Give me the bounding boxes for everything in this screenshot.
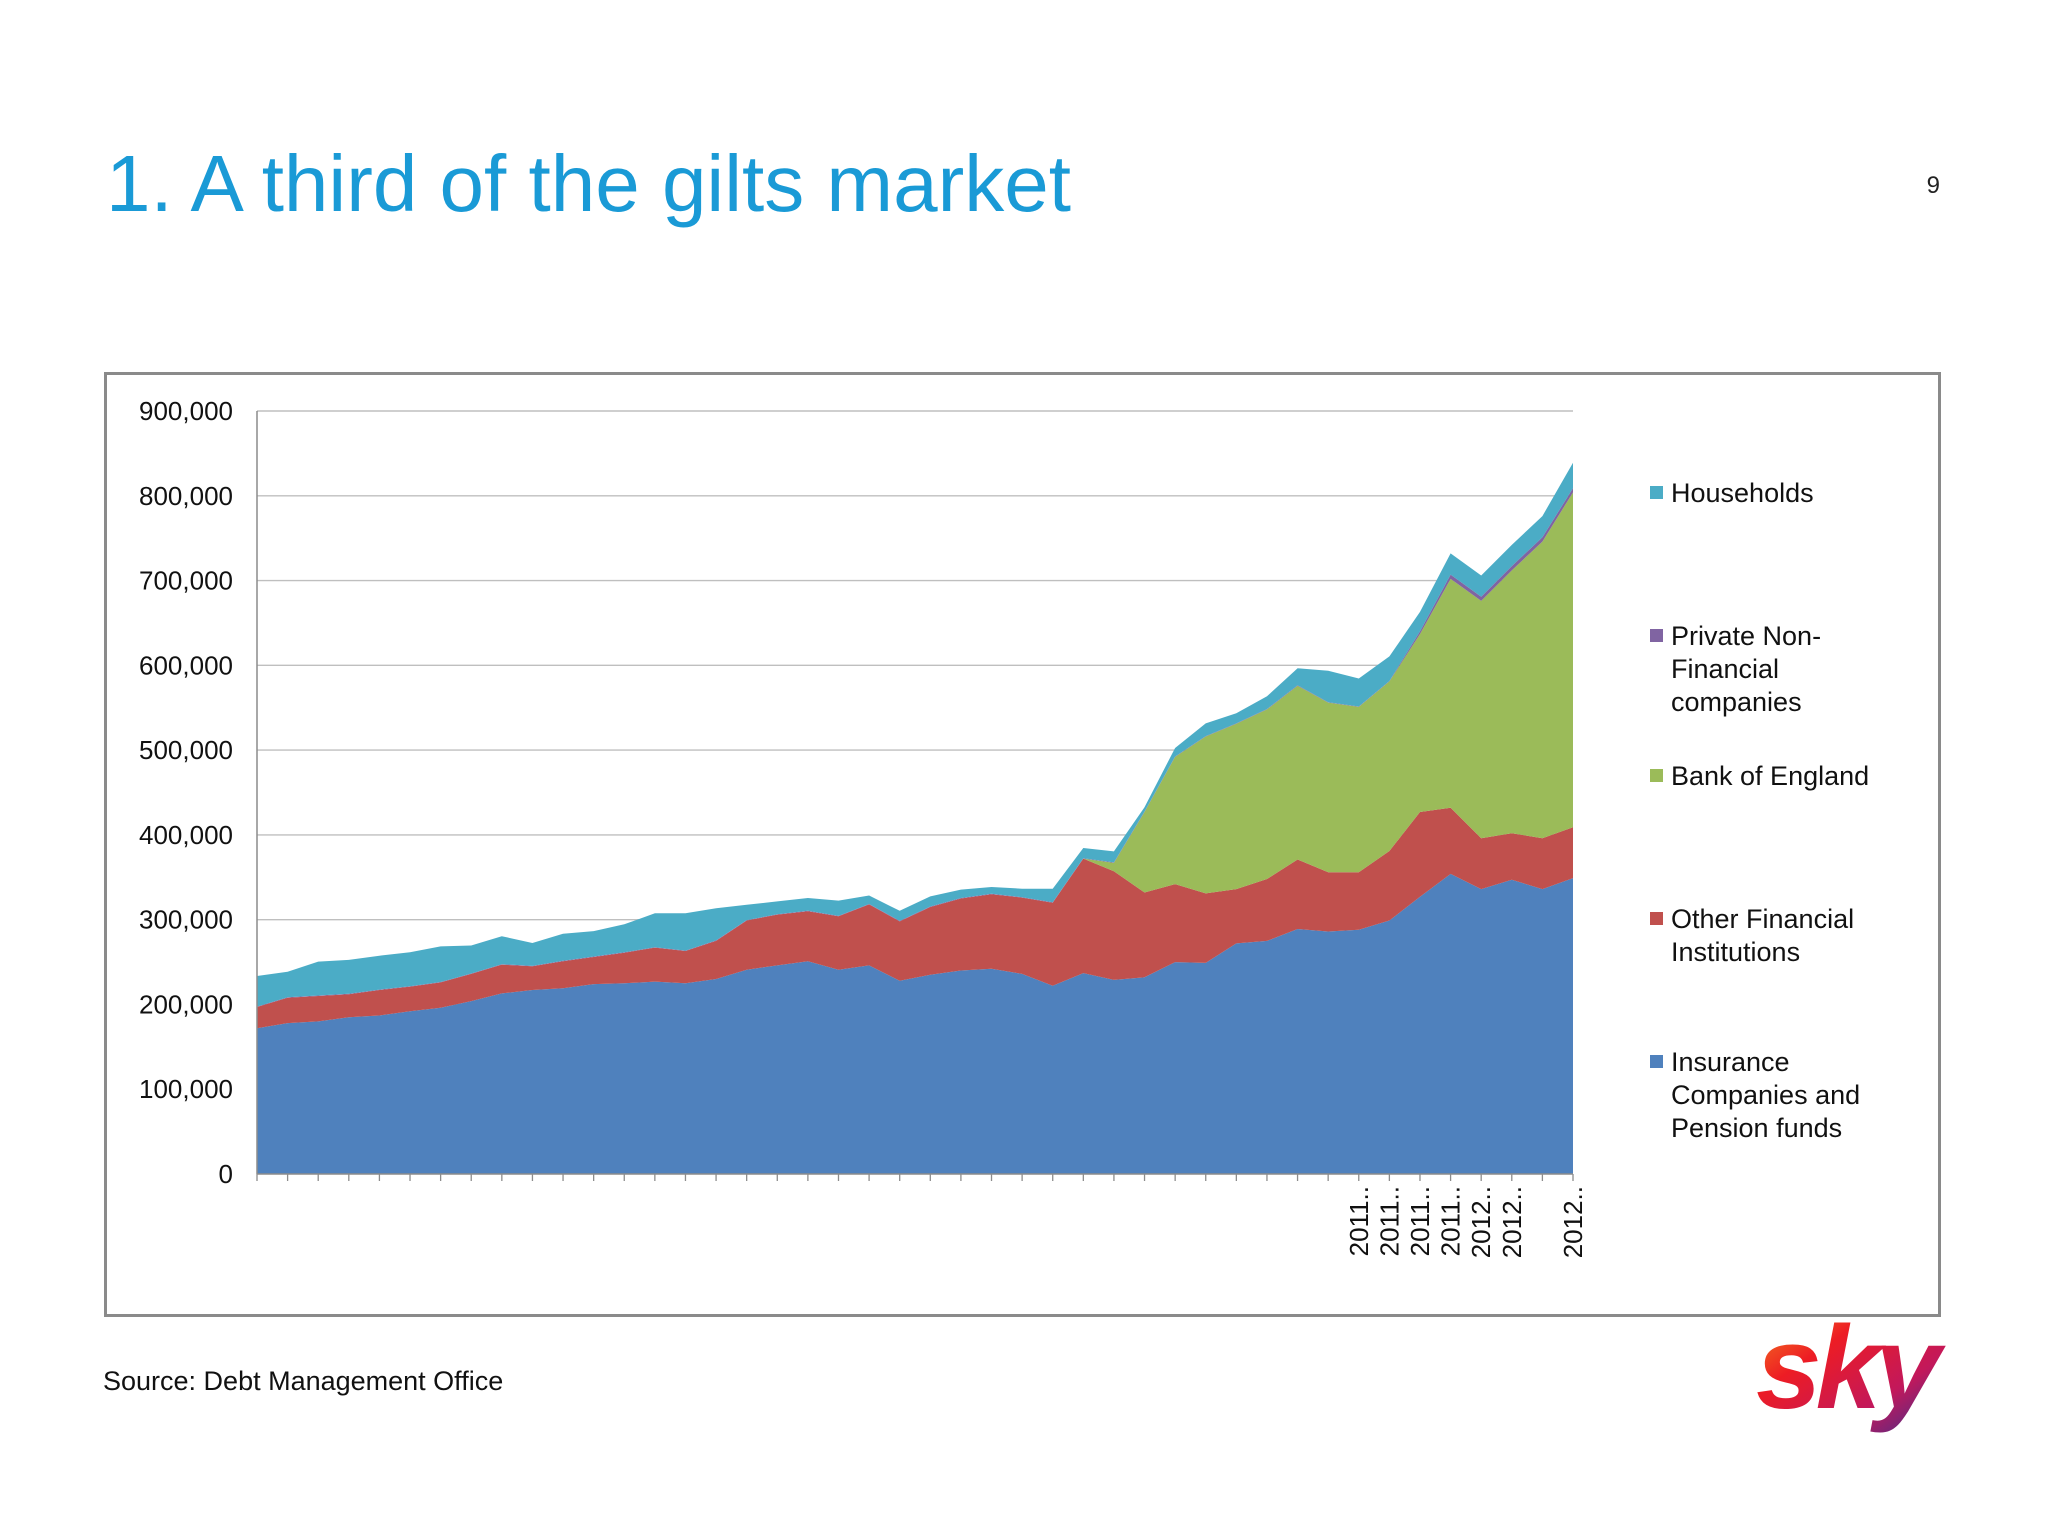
y-tick-label: 300,000 bbox=[139, 905, 233, 935]
legend-label: Households bbox=[1671, 478, 1814, 508]
legend-swatch bbox=[1650, 1055, 1663, 1068]
x-tick-label: 2012.. bbox=[1497, 1186, 1527, 1258]
legend-label: Pension funds bbox=[1671, 1113, 1842, 1143]
y-tick-label: 100,000 bbox=[139, 1074, 233, 1104]
y-tick-label: 700,000 bbox=[139, 566, 233, 596]
x-tick-label: 2011.. bbox=[1436, 1186, 1466, 1256]
legend-swatch bbox=[1650, 486, 1663, 499]
y-tick-label: 200,000 bbox=[139, 989, 233, 1019]
legend-label: Bank of England bbox=[1671, 761, 1869, 791]
y-tick-label: 0 bbox=[219, 1159, 233, 1189]
x-tick-label: 2011.. bbox=[1344, 1186, 1374, 1256]
page-number: 9 bbox=[1926, 172, 1940, 199]
gilts-holdings-chart: 0 100,000 200,000 300,000 400,000 500,000 600,… bbox=[139, 396, 1869, 1258]
y-tick-label: 800,000 bbox=[139, 481, 233, 511]
sky-logo: sky bbox=[1752, 1302, 1957, 1443]
y-tick-label: 900,000 bbox=[139, 396, 233, 426]
x-tick-label: 2012.. bbox=[1558, 1186, 1588, 1258]
legend-swatch bbox=[1650, 769, 1663, 782]
area-series bbox=[257, 873, 1573, 1174]
legend-label: Companies and bbox=[1671, 1080, 1860, 1110]
legend-label: Insurance bbox=[1671, 1047, 1790, 1077]
x-tick-label: 2011.. bbox=[1374, 1186, 1404, 1256]
y-tick-label: 400,000 bbox=[139, 820, 233, 850]
x-tick-label: 2012.. bbox=[1466, 1186, 1496, 1258]
area-series bbox=[257, 807, 1573, 1029]
slide-title: 1. A third of the gilts market bbox=[106, 139, 1071, 228]
x-tick-label: 2011.. bbox=[1405, 1186, 1435, 1256]
legend-label: Private Non- bbox=[1671, 621, 1821, 651]
legend-label: Institutions bbox=[1671, 937, 1800, 967]
y-tick-label: 600,000 bbox=[139, 650, 233, 680]
legend-label: Financial bbox=[1671, 654, 1779, 684]
legend-label: companies bbox=[1671, 687, 1802, 717]
svg-text:sky: sky bbox=[1756, 1308, 1946, 1434]
source-note: Source: Debt Management Office bbox=[103, 1366, 504, 1396]
area-series bbox=[257, 492, 1573, 1007]
legend-swatch bbox=[1650, 629, 1663, 642]
legend-swatch bbox=[1650, 912, 1663, 925]
chart-frame: 0 100,000 200,000 300,000 400,000 500,000 600,… bbox=[104, 372, 1941, 1317]
y-tick-label: 500,000 bbox=[139, 735, 233, 765]
legend-label: Other Financial bbox=[1671, 904, 1854, 934]
